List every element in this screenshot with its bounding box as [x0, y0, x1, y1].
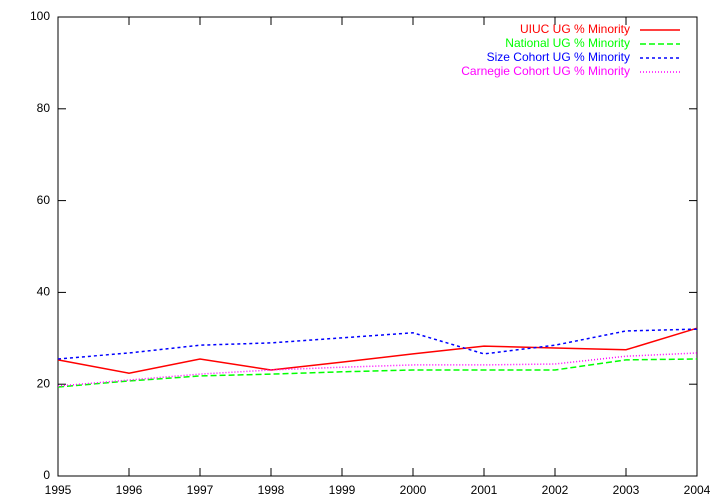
- x-tick-label: 1999: [329, 483, 356, 497]
- x-tick-label: 1996: [116, 483, 143, 497]
- legend-label: National UG % Minority: [505, 36, 630, 50]
- x-tick-label: 1998: [258, 483, 285, 497]
- legend-label: Carnegie Cohort UG % Minority: [461, 64, 630, 78]
- data-line: [57, 328, 698, 360]
- legend-label: Size Cohort UG % Minority: [487, 50, 630, 64]
- x-tick-label: 1997: [187, 483, 214, 497]
- data-line: [57, 358, 698, 388]
- y-tick-label: 20: [37, 376, 51, 390]
- plot-frame: [57, 16, 698, 477]
- data-line: [57, 327, 698, 374]
- legend-label: UIUC UG % Minority: [520, 22, 630, 36]
- y-tick-label: 100: [30, 9, 50, 23]
- x-tick-label: 1995: [45, 483, 72, 497]
- x-tick-label: 2000: [400, 483, 427, 497]
- y-tick-label: 60: [37, 193, 51, 207]
- x-tick-label: 2004: [684, 483, 711, 497]
- x-tick-label: 2001: [471, 483, 498, 497]
- y-tick-label: 0: [43, 468, 50, 482]
- y-tick-label: 40: [37, 285, 51, 299]
- x-tick-label: 2003: [613, 483, 640, 497]
- y-tick-label: 80: [37, 101, 51, 115]
- x-tick-label: 2002: [542, 483, 569, 497]
